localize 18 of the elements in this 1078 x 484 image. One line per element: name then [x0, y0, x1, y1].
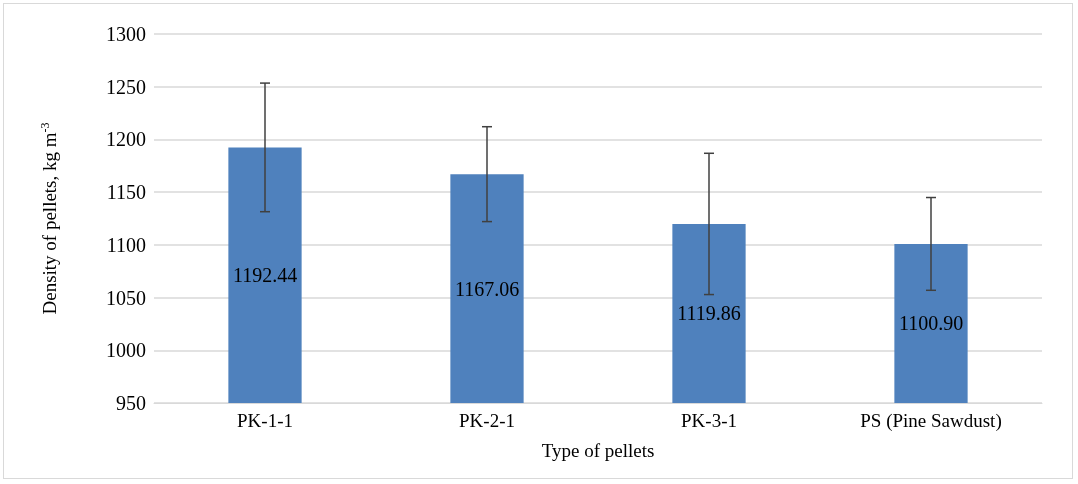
y-tick-label: 1100 — [106, 233, 146, 256]
data-label: 1192.44 — [232, 264, 298, 287]
x-tick-label: PS (Pine Sawdust) — [860, 410, 1002, 432]
y-tick-label: 1300 — [106, 23, 146, 45]
data-label: 1167.06 — [454, 277, 520, 300]
y-tick-label: 1150 — [106, 181, 146, 204]
data-label: 1119.86 — [677, 302, 741, 325]
x-tick-label: PK-3-1 — [681, 410, 737, 431]
y-tick-label: 1050 — [106, 286, 146, 309]
data-label: 1100.90 — [898, 312, 964, 335]
x-tick-label: PK-1-1 — [237, 410, 293, 431]
x-tick-label: PK-2-1 — [459, 410, 515, 431]
y-tick-label: 1250 — [106, 75, 146, 98]
y-axis-title: Density of pellets, kg m-3 — [38, 122, 60, 315]
x-axis-title: Type of pellets — [541, 440, 655, 461]
y-tick-label: 950 — [116, 392, 146, 414]
y-tick-label: 1200 — [106, 128, 146, 151]
y-tick-label: 1000 — [106, 339, 146, 362]
